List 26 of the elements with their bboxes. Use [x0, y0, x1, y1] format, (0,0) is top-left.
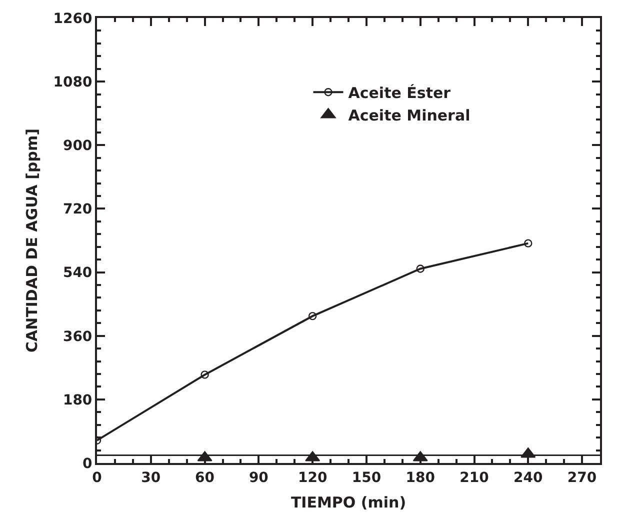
point: [200, 370, 209, 379]
y-tick-label: 360: [62, 328, 92, 345]
y-tick-label: 180: [62, 392, 92, 408]
x-tick-label: 0: [92, 470, 102, 486]
x-tick-label: 210: [460, 470, 490, 486]
y-tick-label: 720: [62, 202, 92, 218]
y-tick-label: 540: [62, 265, 92, 282]
x-tick-label: 60: [195, 470, 215, 486]
y-tick-label: 900: [62, 138, 92, 154]
x-tick-label: 30: [141, 470, 161, 486]
x-axis-title: TIEMPO (min): [290, 493, 406, 512]
legend-label: Aceite Mineral: [348, 106, 470, 124]
y-tick-label: 1080: [53, 74, 92, 90]
x-tick-label: 120: [298, 470, 328, 486]
y-tick-label: 1260: [53, 10, 92, 27]
x-tick-label: 240: [514, 470, 544, 486]
x-tick-label: 180: [406, 470, 436, 486]
y-tick-label: 0: [82, 456, 92, 472]
x-tick-label: 270: [567, 470, 597, 486]
point: [524, 239, 532, 248]
x-tick-label: 90: [248, 470, 269, 486]
x-tick-label: 150: [352, 470, 382, 486]
point: [308, 312, 317, 320]
point: [416, 264, 424, 273]
legend-label: Aceite Éster: [348, 84, 452, 102]
y-axis-title: CANTIDAD DE AGUA [ppm]: [22, 128, 41, 352]
